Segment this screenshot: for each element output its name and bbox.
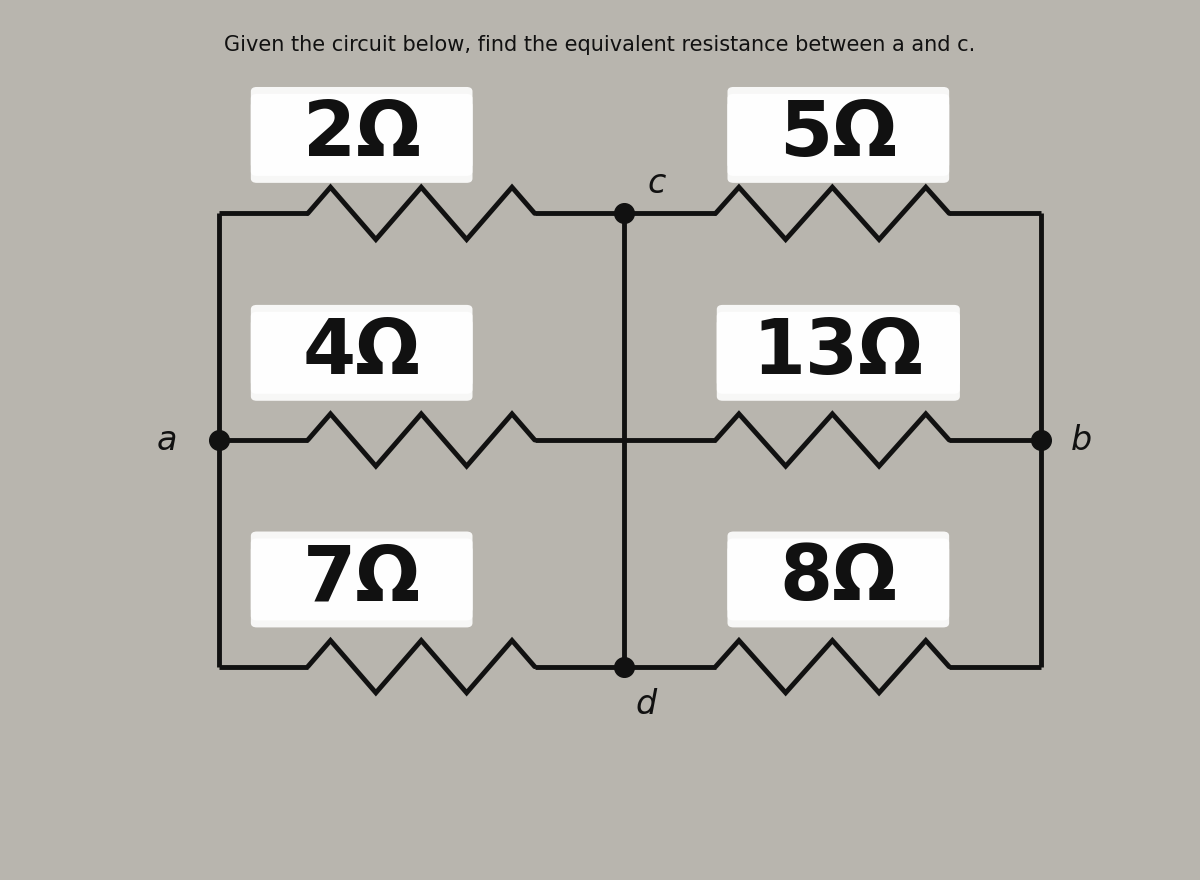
- FancyBboxPatch shape: [727, 546, 949, 627]
- Text: 2Ω: 2Ω: [302, 98, 421, 172]
- FancyBboxPatch shape: [251, 94, 473, 176]
- Text: a: a: [156, 423, 176, 457]
- Point: [614, 660, 634, 674]
- Point: [614, 206, 634, 220]
- FancyBboxPatch shape: [251, 532, 473, 613]
- Text: 5Ω: 5Ω: [779, 98, 898, 172]
- Text: b: b: [1070, 423, 1092, 457]
- Text: c: c: [648, 167, 666, 201]
- FancyBboxPatch shape: [727, 539, 949, 620]
- FancyBboxPatch shape: [251, 546, 473, 627]
- FancyBboxPatch shape: [251, 101, 473, 183]
- Text: 4Ω: 4Ω: [302, 316, 421, 390]
- FancyBboxPatch shape: [716, 312, 960, 394]
- FancyBboxPatch shape: [727, 87, 949, 169]
- FancyBboxPatch shape: [251, 539, 473, 620]
- Text: d: d: [636, 688, 656, 722]
- Point: [1031, 433, 1050, 447]
- Point: [209, 433, 228, 447]
- FancyBboxPatch shape: [251, 304, 473, 387]
- Text: 13Ω: 13Ω: [752, 316, 924, 390]
- FancyBboxPatch shape: [727, 101, 949, 183]
- FancyBboxPatch shape: [251, 87, 473, 169]
- FancyBboxPatch shape: [716, 319, 960, 400]
- Text: 8Ω: 8Ω: [779, 542, 898, 617]
- FancyBboxPatch shape: [727, 532, 949, 613]
- FancyBboxPatch shape: [716, 304, 960, 387]
- Text: Given the circuit below, find the equivalent resistance between a and c.: Given the circuit below, find the equiva…: [224, 34, 976, 55]
- Text: 7Ω: 7Ω: [302, 542, 421, 617]
- FancyBboxPatch shape: [727, 94, 949, 176]
- FancyBboxPatch shape: [251, 319, 473, 400]
- FancyBboxPatch shape: [251, 312, 473, 394]
